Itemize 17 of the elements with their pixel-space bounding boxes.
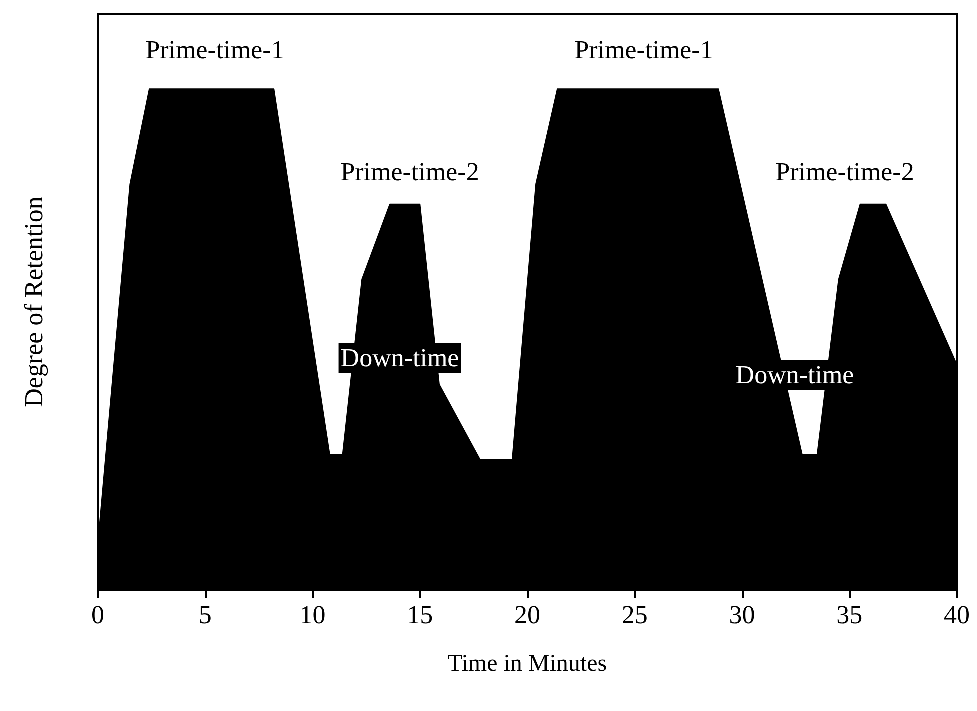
x-tick-label: 10	[300, 600, 326, 630]
text: Prime-time-1	[146, 36, 284, 64]
x-tick-label: 30	[729, 600, 756, 630]
x-tick-label: 5	[198, 600, 212, 630]
y-axis-title: Degree of Retention	[20, 196, 48, 408]
annotation: Down-time	[340, 344, 460, 372]
x-tick-label: 20	[514, 600, 540, 630]
x-tick-label: 40	[944, 600, 970, 630]
text: Prime-time-1	[574, 36, 714, 64]
x-tick-label: 15	[407, 600, 434, 630]
x-tick-label: 0	[92, 600, 104, 630]
x-tick-label: 35	[836, 600, 863, 630]
annotation: Prime-time-2	[340, 158, 480, 186]
annotation: Down-time	[736, 360, 854, 390]
x-axis-title: Time in Minutes	[448, 651, 608, 677]
annotation: Prime-time-2	[776, 158, 914, 186]
x-tick-label: 25	[622, 600, 648, 630]
